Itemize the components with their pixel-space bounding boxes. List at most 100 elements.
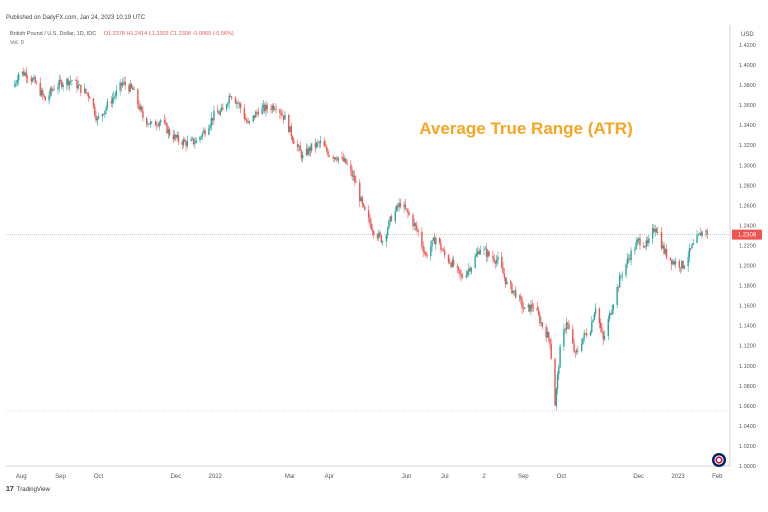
candle-body — [414, 223, 417, 226]
candle-body — [381, 241, 384, 243]
candle-body — [447, 255, 450, 263]
candle-body — [362, 203, 365, 207]
candle-body — [662, 245, 664, 249]
candle-body — [140, 106, 143, 111]
ohlc-readout: O1.2378 H1.2414 L1.2302 C1.2308 -0.0069 … — [103, 31, 234, 37]
candle-body — [21, 71, 24, 74]
candle-body — [96, 118, 98, 121]
x-tick-label: Jun — [402, 474, 412, 480]
candle-body — [582, 337, 584, 345]
candle-body — [97, 116, 100, 119]
candle-body — [262, 104, 265, 108]
candle-body — [468, 268, 470, 272]
candle-body — [243, 108, 246, 119]
candle-body — [86, 92, 88, 94]
candle-body — [228, 95, 230, 104]
candle-body — [679, 267, 682, 269]
candle-body — [459, 269, 461, 274]
candle-body — [465, 275, 467, 278]
candle-body — [48, 95, 50, 101]
y-tick-label: 1.0000 — [739, 464, 756, 470]
candle-body — [450, 263, 452, 267]
candle-body — [327, 151, 329, 156]
candle-body — [182, 139, 185, 145]
candle-body — [58, 80, 60, 88]
candle-body — [664, 249, 667, 254]
candle-body — [203, 130, 205, 133]
candle-body — [408, 212, 410, 215]
candle-body — [559, 346, 561, 368]
candle-body — [495, 259, 498, 264]
x-tick-label: Dec — [171, 474, 182, 480]
candle-body — [352, 175, 355, 177]
candle-body — [389, 216, 391, 221]
candle-body — [76, 80, 78, 89]
candle-body — [299, 145, 301, 151]
candle-body — [111, 98, 114, 104]
candle-body — [673, 261, 675, 265]
candle-body — [67, 79, 69, 86]
candle-body — [536, 307, 538, 311]
candle-body — [318, 142, 320, 144]
candle-body — [265, 104, 267, 112]
candle-body — [550, 344, 552, 359]
candle-body — [142, 110, 144, 118]
candle-body — [371, 229, 374, 232]
candle-body — [670, 259, 673, 265]
candle-body — [326, 146, 328, 152]
candle-body — [296, 143, 299, 147]
candle-body — [497, 256, 499, 260]
candle-body — [333, 157, 336, 159]
candle-body — [62, 84, 64, 88]
candle-body — [300, 150, 303, 159]
current-price-badge — [732, 229, 762, 240]
candle-body — [692, 243, 694, 245]
candle-body — [423, 251, 426, 253]
candle-body — [177, 135, 180, 142]
candle-body — [635, 242, 637, 250]
candle-body — [244, 118, 247, 120]
candle-body — [474, 256, 476, 268]
y-tick-label: 1.4000 — [739, 63, 756, 69]
candle-body — [645, 240, 648, 247]
candle-body — [288, 114, 290, 132]
candle-body — [42, 90, 44, 95]
candle-body — [638, 238, 640, 240]
candle-body — [370, 223, 372, 230]
candle-body — [593, 313, 596, 321]
y-tick-label: 1.2800 — [739, 183, 756, 189]
candle-body — [452, 259, 455, 266]
candle-body — [493, 258, 495, 262]
candle-body — [49, 88, 52, 96]
candle-body — [156, 125, 158, 127]
y-tick-label: 1.0200 — [739, 444, 756, 450]
candle-body — [305, 148, 308, 155]
candle-body — [291, 136, 294, 141]
candle-body — [696, 235, 698, 244]
candle-body — [253, 115, 256, 118]
x-tick-label: Jul — [441, 474, 449, 480]
candle-body — [319, 140, 322, 144]
candle-body — [332, 156, 334, 159]
candle-body — [643, 245, 645, 248]
y-tick-label: 1.2000 — [739, 264, 756, 270]
candle-body — [438, 237, 441, 243]
candle-body — [124, 81, 126, 86]
candle-body — [14, 83, 16, 88]
currency-label: USD — [741, 32, 754, 38]
candle-body — [26, 77, 29, 78]
candle-body — [163, 120, 166, 123]
candle-body — [138, 104, 140, 110]
y-tick-label: 1.1600 — [739, 304, 756, 310]
candle-body — [209, 125, 211, 129]
x-tick-label: Aug — [16, 474, 27, 480]
candle-body — [634, 249, 636, 251]
candle-body — [373, 231, 375, 235]
candle-body — [603, 335, 606, 340]
candle-body — [421, 231, 423, 246]
y-tick-label: 1.1400 — [739, 324, 756, 330]
candle-body — [444, 250, 446, 256]
candle-body — [120, 82, 123, 86]
candle-body — [157, 125, 159, 127]
